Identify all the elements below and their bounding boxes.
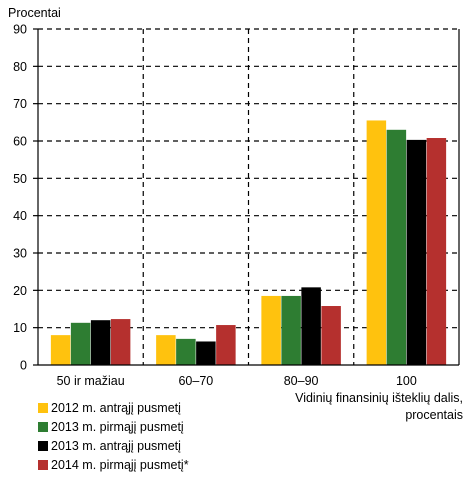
x-tick-label: 80–90 [284,374,319,388]
legend-label: 2013 m. antrąjį pusmetį [51,438,181,453]
y-tick-label: 70 [13,97,27,111]
bar [261,295,281,365]
x-axis-title: procentais [405,408,463,422]
y-tick-label: 90 [13,23,27,37]
bar [156,335,176,365]
bar [176,338,196,365]
bar [301,287,321,365]
y-tick-label: 40 [13,209,27,223]
bar [366,120,387,365]
legend-swatch [38,421,48,432]
legend: 2012 m. antrąjį pusmetį 2013 m. pirmąjį p… [38,398,189,474]
y-tick-label: 80 [13,60,27,74]
y-tick-label: 0 [20,359,27,373]
legend-label: 2013 m. pirmąjį pusmetį [51,419,184,434]
bar [426,138,447,365]
bar [196,341,216,365]
bar [50,335,71,365]
bar [90,320,111,365]
y-tick-label: 20 [13,284,27,298]
legend-label: 2012 m. antrąjį pusmetį [51,400,181,415]
bar [216,325,236,365]
x-axis-title: Vidinių finansinių išteklių dalis, [295,391,463,405]
bar [406,139,427,365]
legend-item: 2012 m. antrąjį pusmetį [38,398,189,417]
bar [70,322,91,365]
legend-swatch [38,440,48,451]
y-tick-label: 10 [13,321,27,335]
x-tick-label: 50 ir mažiau [57,374,125,388]
bar [386,129,407,365]
legend-swatch [38,459,48,470]
x-tick-label: 100 [396,374,417,388]
legend-swatch [38,402,48,413]
x-tick-label: 60–70 [178,374,213,388]
legend-item: 2013 m. pirmąjį pusmetį [38,417,189,436]
y-axis-title: Procentai [8,6,61,20]
legend-item: 2014 m. pirmąjį pusmetį* [38,455,189,474]
legend-label: 2014 m. pirmąjį pusmetį* [51,457,189,472]
legend-item: 2013 m. antrąjį pusmetį [38,436,189,455]
bar [321,306,341,365]
y-tick-label: 30 [13,247,27,261]
y-tick-label: 50 [13,172,27,186]
bar [110,319,131,365]
bar [281,295,301,365]
y-tick-label: 60 [13,135,27,149]
